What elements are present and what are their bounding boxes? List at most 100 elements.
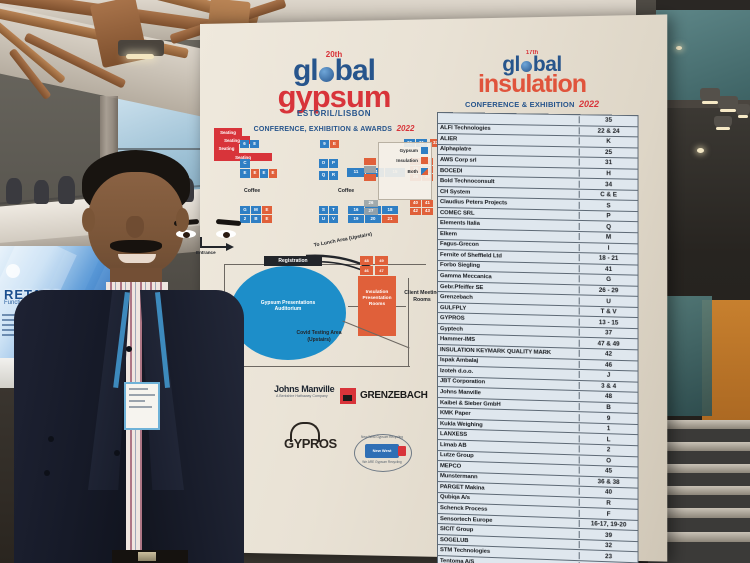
exhibitor-stand: 35 bbox=[578, 116, 638, 125]
legend-row: Insulation bbox=[379, 157, 428, 164]
exhibitor-name: Gyptech bbox=[439, 325, 463, 333]
stair-step bbox=[644, 508, 750, 518]
stand-block: 42 bbox=[410, 208, 421, 215]
exhibitor-name: Bold Technoconsult bbox=[439, 178, 495, 186]
downlight bbox=[697, 148, 704, 153]
stand-block bbox=[364, 166, 376, 173]
exhibitor-name: Fagus-Grecon bbox=[439, 241, 479, 249]
stand-block: 48 bbox=[360, 256, 373, 265]
stand-block: T bbox=[329, 206, 338, 214]
exhibitor-table: 35 ALFI Technologies 22 & 24 ALIER K Alphapla… bbox=[437, 112, 639, 563]
exhibitor-stand: 25 bbox=[578, 148, 638, 157]
exhibitor-stand: R bbox=[578, 498, 638, 508]
legend-swatch-insulation-icon bbox=[421, 157, 428, 164]
exhibitor-stand: M bbox=[578, 233, 638, 242]
ear-left bbox=[82, 208, 95, 232]
exhibitor-stand: 22 & 24 bbox=[578, 127, 638, 136]
stand-block: 26 bbox=[364, 200, 378, 207]
stand-block: 43 bbox=[422, 208, 433, 215]
global-gypsum-logo: 20th gl bal gypsum ESTORIL/LISBON CONFERE… bbox=[246, 50, 422, 133]
logo-city: ESTORIL/LISBON bbox=[297, 109, 371, 118]
grenzebach-logo: GRENZEBACH bbox=[360, 390, 428, 401]
exhibitor-stand: 9 bbox=[578, 413, 638, 423]
exhibitor-stand: Q bbox=[578, 222, 638, 231]
stand-block: 27 bbox=[364, 208, 378, 215]
stair-step bbox=[648, 486, 750, 495]
logo-edition: 17th bbox=[525, 50, 539, 56]
exhibitor-name: GYPROS bbox=[439, 315, 465, 322]
logo-global-word: gl bal bbox=[448, 53, 616, 76]
stand-block: B bbox=[251, 215, 261, 223]
stair-step bbox=[660, 420, 750, 429]
floorplan-legend: Gypsum Insulation Both bbox=[378, 142, 432, 200]
badge-text-line bbox=[129, 388, 149, 390]
exhibitor-stand: T & V bbox=[578, 307, 638, 317]
exhibitor-stand: 40 bbox=[578, 488, 638, 498]
exhibitor-stand: 1 bbox=[578, 424, 638, 434]
registration-label: Registration bbox=[264, 256, 322, 266]
exhibitor-name: Hammer-IMS bbox=[439, 336, 476, 344]
pupil bbox=[223, 232, 230, 238]
logo-gypsum-word: gypsum bbox=[277, 78, 392, 114]
nwg-top-text: New West Gypsum Recycling bbox=[361, 435, 403, 439]
seating-block: Seating bbox=[214, 136, 250, 144]
exhibitor-table-body: 35 ALFI Technologies 22 & 24 ALIER K Alphapla… bbox=[437, 112, 639, 563]
stand-block bbox=[364, 158, 376, 165]
exhibitor-stand: 37 bbox=[578, 328, 638, 338]
exhibitor-stand: L bbox=[578, 435, 638, 444]
eye-right bbox=[216, 230, 236, 238]
exhibitor-name: BOCEDI bbox=[439, 167, 463, 174]
exhibitor-stand: P bbox=[578, 212, 638, 221]
logo-conference-line: CONFERENCE, EXHIBITION & AWARDS 2022 bbox=[246, 118, 422, 136]
stand-block: E bbox=[330, 140, 339, 148]
exhibitor-name: Elements Italia bbox=[439, 220, 480, 228]
moustache bbox=[110, 240, 162, 253]
stand-block: 2 bbox=[240, 215, 250, 223]
stand-block: 18 bbox=[382, 206, 398, 214]
exhibitor-stand: J bbox=[578, 371, 638, 380]
logo-conference: CONFERENCE & EXHIBITION bbox=[464, 99, 575, 109]
shirt-button bbox=[126, 346, 132, 352]
global-insulation-logo: 17th gl bal insulation CONFERENCE & EXHIB… bbox=[448, 50, 616, 109]
stair-step bbox=[652, 464, 750, 473]
stair-step bbox=[656, 442, 750, 451]
client-meeting-rooms-label: Client Meeting Rooms bbox=[404, 290, 440, 304]
exhibitor-stand: O bbox=[578, 456, 638, 466]
legend-label-both: Both bbox=[407, 168, 418, 174]
stand-block: 41 bbox=[422, 200, 433, 207]
badge-text-line bbox=[129, 400, 145, 402]
exhibitor-stand: 26 - 29 bbox=[578, 286, 638, 295]
exhibitor-stand: S bbox=[578, 201, 638, 210]
exhibitor-name: Claudius Peters Projects bbox=[439, 199, 508, 207]
exhibitor-name: Gamma Meccanica bbox=[439, 273, 492, 281]
stand-block: 19 bbox=[348, 215, 364, 223]
exhibitor-stand: 46 bbox=[578, 360, 638, 370]
logo-gl: gl bbox=[292, 54, 319, 87]
auditorium-label: Gypsum Presentations Auditorium bbox=[260, 300, 316, 313]
legend-swatch-both-icon bbox=[421, 167, 428, 175]
logo-bal: bal bbox=[532, 53, 562, 76]
exhibitor-stand: K bbox=[578, 137, 638, 146]
ceiling-edge bbox=[656, 0, 750, 10]
seating-block: Seating bbox=[214, 144, 239, 153]
exhibitor-name: Fernite of Sheffield Ltd bbox=[439, 251, 502, 260]
exhibitor-stand: F bbox=[578, 509, 638, 519]
background-person bbox=[6, 178, 22, 204]
stand-block: 32 bbox=[430, 139, 441, 147]
ceiling-light bbox=[736, 104, 750, 118]
stand-block: P bbox=[329, 159, 338, 168]
gypros-logo: GYPROS bbox=[284, 436, 337, 451]
exhibitor-name: AWS Corp srl bbox=[439, 157, 477, 164]
seating-block: Seating bbox=[214, 128, 242, 136]
blazer-button bbox=[44, 470, 50, 476]
exhibitor-name: CH System bbox=[439, 188, 471, 196]
exhibitor-name: ALFI Technologies bbox=[439, 125, 491, 133]
stand-block: U bbox=[319, 215, 328, 223]
grenzebach-mark-icon bbox=[340, 388, 356, 404]
eyebrow-right bbox=[215, 218, 242, 227]
nwg-bottom-text: We ARE Gypsum Recycling bbox=[362, 460, 402, 464]
stand-block: V bbox=[329, 215, 338, 223]
exhibitor-stand: I bbox=[578, 243, 638, 253]
logo-bal: bal bbox=[334, 54, 376, 87]
globe-icon bbox=[318, 67, 334, 82]
